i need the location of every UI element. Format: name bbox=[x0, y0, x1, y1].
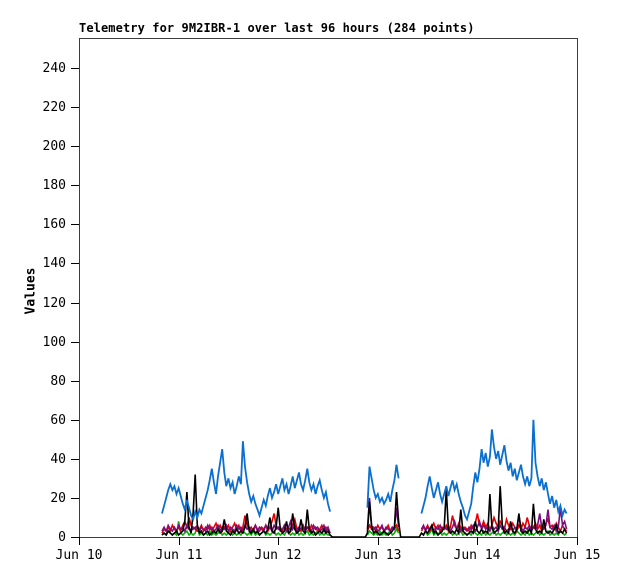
series-blue bbox=[161, 441, 331, 522]
x-tick-label: Jun 14 bbox=[454, 548, 501, 563]
y-tick-label: 20 bbox=[50, 491, 66, 506]
plot-border bbox=[79, 38, 578, 538]
y-tick-label: 100 bbox=[43, 335, 66, 350]
x-tick-label: Jun 13 bbox=[355, 548, 402, 563]
x-tick-label: Jun 11 bbox=[156, 548, 203, 563]
x-tick-label: Jun 12 bbox=[255, 548, 302, 563]
y-tick-label: 200 bbox=[43, 139, 66, 154]
x-tick-label: Jun 15 bbox=[554, 548, 601, 563]
y-tick-label: 220 bbox=[43, 100, 66, 115]
x-tick-label: Jun 10 bbox=[56, 548, 103, 563]
series-green bbox=[161, 521, 331, 537]
y-tick-label: 180 bbox=[43, 178, 66, 193]
y-tick-label: 40 bbox=[50, 452, 66, 467]
y-tick-label: 160 bbox=[43, 217, 66, 232]
series-blue bbox=[366, 464, 400, 508]
y-tick-label: 120 bbox=[43, 296, 66, 311]
y-tick-label: 140 bbox=[43, 256, 66, 271]
y-tick-label: 60 bbox=[50, 413, 66, 428]
chart-title: Telemetry for 9M2IBR-1 over last 96 hour… bbox=[79, 21, 475, 35]
y-tick-label: 240 bbox=[43, 61, 66, 76]
series-green bbox=[366, 527, 400, 537]
y-tick-label: 80 bbox=[50, 374, 66, 389]
series-black bbox=[161, 474, 568, 538]
y-tick-label: 0 bbox=[58, 530, 66, 545]
series-blue bbox=[420, 419, 568, 522]
